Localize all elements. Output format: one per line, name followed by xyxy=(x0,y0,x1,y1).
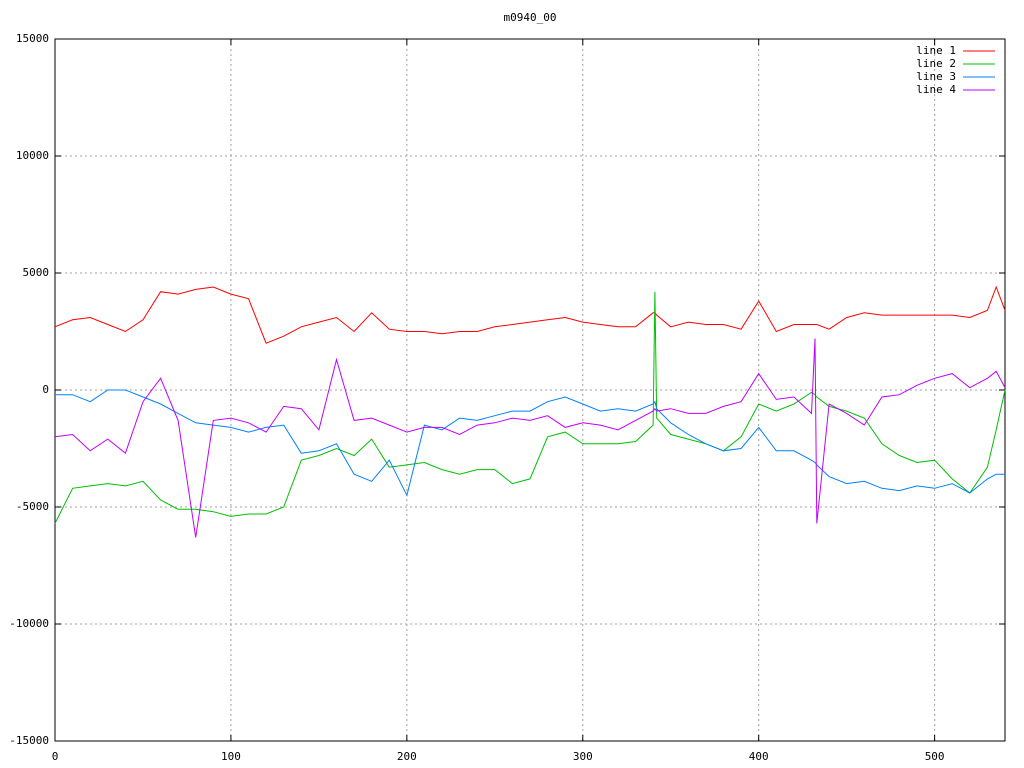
x-tick-label: 500 xyxy=(925,750,945,763)
series-line xyxy=(54,285,1006,344)
legend-label: line 2 xyxy=(916,57,956,70)
series-line xyxy=(54,338,1006,538)
series-line xyxy=(54,291,1006,524)
x-tick-label: 0 xyxy=(52,750,59,763)
y-tick-label: 10000 xyxy=(16,149,49,162)
y-tick-label: -5000 xyxy=(16,500,49,513)
legend-label: line 4 xyxy=(916,83,956,96)
y-tick-label: 15000 xyxy=(16,32,49,45)
y-tick-label: -10000 xyxy=(9,617,49,630)
x-tick-label: 100 xyxy=(221,750,241,763)
series-line xyxy=(55,389,1005,497)
legend-label: line 1 xyxy=(916,44,956,57)
y-tick-label: 0 xyxy=(42,383,49,396)
y-tick-label: -15000 xyxy=(9,734,49,747)
legend-label: line 3 xyxy=(916,70,956,83)
y-tick-label: 5000 xyxy=(23,266,50,279)
chart-title: m0940_00 xyxy=(504,11,557,24)
x-tick-label: 200 xyxy=(397,750,417,763)
x-tick-label: 400 xyxy=(749,750,769,763)
x-tick-label: 300 xyxy=(573,750,593,763)
